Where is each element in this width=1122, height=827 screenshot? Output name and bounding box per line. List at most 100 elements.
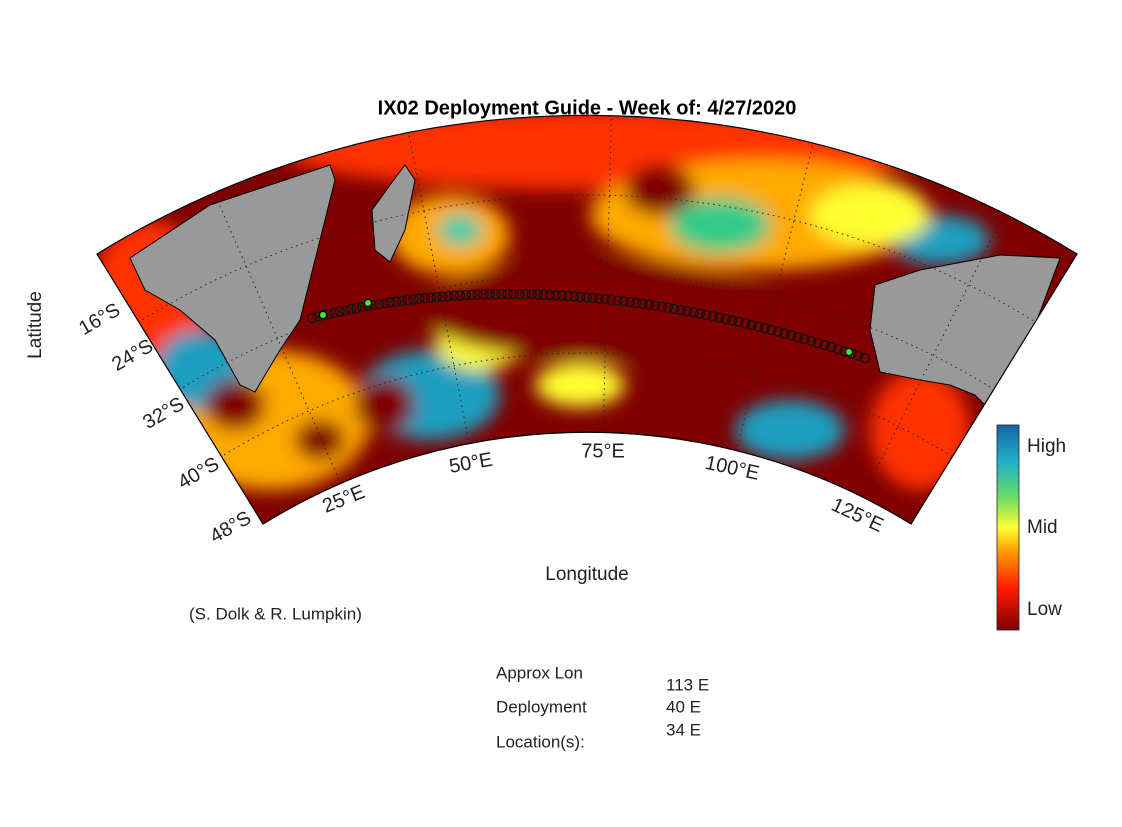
deployment-point — [845, 348, 853, 356]
lat-tick-label: 48°S — [206, 507, 255, 548]
track-point — [681, 305, 693, 317]
deployment-point — [319, 311, 327, 319]
track-point — [391, 296, 402, 307]
lat-tick-label: 16°S — [75, 299, 124, 340]
track-point — [759, 323, 771, 334]
track-point — [581, 292, 592, 303]
info-label: Deployment — [496, 697, 587, 716]
track-point — [701, 309, 712, 321]
colorbar-label: Low — [1027, 599, 1062, 620]
track-point — [520, 289, 531, 300]
track-point — [340, 305, 351, 316]
track-point — [443, 291, 454, 302]
track-point — [431, 291, 442, 303]
track-point — [675, 304, 686, 316]
track-point — [345, 304, 357, 315]
info-value: 40 E — [666, 697, 701, 716]
track-point — [454, 290, 466, 301]
track-point — [707, 311, 718, 322]
credit: (S. Dolk & R. Lumpkin) — [189, 604, 362, 623]
track-point — [449, 290, 460, 301]
info-label: Approx Lon — [496, 663, 583, 682]
track-point — [373, 299, 385, 310]
track-point — [569, 291, 580, 302]
track-point — [746, 319, 757, 331]
lat-tick-label: 24°S — [108, 335, 157, 376]
track-point — [484, 289, 495, 300]
track-point — [526, 289, 537, 300]
track-point — [650, 300, 661, 311]
track-point — [556, 290, 568, 301]
track-point — [408, 294, 419, 305]
track-point — [593, 293, 605, 304]
track-point — [733, 316, 744, 328]
colorbar-label: High — [1027, 436, 1066, 457]
info-value: 34 E — [666, 720, 701, 739]
track-point — [772, 326, 784, 337]
track-point — [575, 291, 586, 303]
graticule — [186, 352, 988, 480]
track-point — [379, 298, 390, 309]
track-point — [587, 292, 598, 304]
colorbar — [996, 424, 1020, 631]
track-point — [779, 328, 790, 339]
track-point — [419, 293, 431, 304]
deployment-point — [364, 299, 372, 307]
track-point — [544, 289, 555, 301]
graticule — [141, 273, 1033, 415]
track-point — [550, 290, 562, 301]
track-point — [786, 330, 797, 341]
colorbar-label: Mid — [1027, 517, 1058, 538]
track-point — [727, 315, 738, 326]
track-point — [819, 339, 830, 351]
track-point — [624, 297, 636, 308]
track-point — [538, 289, 549, 300]
graticule — [97, 194, 1077, 351]
lat-tick-label: 40°S — [174, 453, 223, 494]
track-point — [402, 294, 413, 306]
track-point — [694, 308, 706, 319]
track-point — [656, 301, 667, 312]
track-point — [714, 312, 725, 323]
track-point — [806, 335, 817, 347]
lat-tick-label: 32°S — [139, 393, 188, 434]
track-point — [514, 289, 525, 300]
title: IX02 Deployment Guide - Week of: 4/27/20… — [378, 97, 797, 119]
track-point — [478, 289, 489, 300]
track-point — [826, 341, 837, 353]
track-point — [662, 302, 674, 313]
track-point — [396, 295, 408, 306]
lon-tick-label: 50°E — [447, 449, 494, 478]
track-point — [472, 289, 483, 300]
track-point — [612, 295, 623, 306]
y-axis-label: Latitude — [25, 291, 46, 359]
track-point — [812, 337, 824, 349]
track-point — [720, 313, 731, 325]
lon-tick-label: 75°E — [581, 440, 625, 462]
track-point — [631, 297, 642, 309]
track-point — [490, 289, 501, 300]
track-point — [606, 294, 617, 306]
track-point — [329, 307, 340, 318]
track-point — [508, 288, 519, 300]
track-point — [437, 291, 448, 302]
track-point — [414, 293, 425, 304]
track-point — [669, 303, 680, 315]
track-point — [562, 290, 574, 302]
map-field — [97, 115, 1077, 524]
info-label: Location(s): — [496, 732, 585, 751]
track-point — [799, 333, 810, 345]
track-point — [425, 292, 436, 303]
x-axis-label: Longitude — [545, 564, 628, 585]
track-point — [306, 312, 318, 324]
track-point — [792, 332, 804, 343]
track-point — [643, 299, 655, 310]
track-point — [385, 297, 396, 308]
track-point — [532, 289, 543, 300]
track-point — [766, 324, 777, 336]
track-point — [466, 289, 477, 301]
track-point — [688, 307, 699, 318]
track-point — [832, 344, 844, 355]
track-point — [317, 310, 329, 321]
